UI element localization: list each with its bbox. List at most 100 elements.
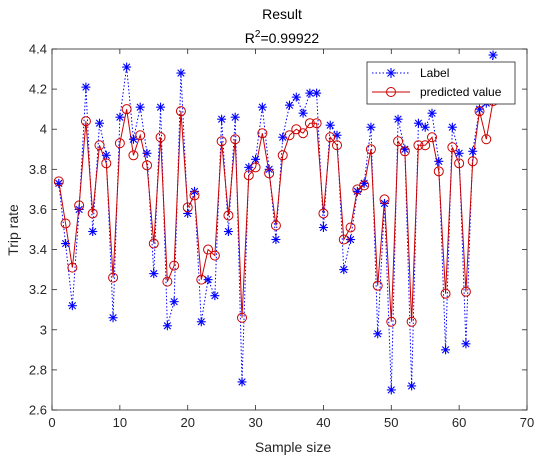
predicted-point	[203, 244, 214, 255]
y-tick-label: 4.2	[29, 82, 47, 97]
predicted-point	[53, 176, 64, 187]
label-point	[67, 301, 77, 311]
predicted-point	[209, 250, 220, 261]
predicted-point	[74, 200, 85, 211]
label-point	[169, 297, 179, 307]
predicted-point	[318, 208, 329, 219]
predicted-point	[393, 136, 404, 147]
label-point	[244, 162, 254, 172]
predicted-point	[230, 134, 241, 145]
x-tick-label: 50	[384, 415, 398, 430]
predicted-point	[223, 210, 234, 221]
label-point	[325, 120, 335, 130]
label-point	[156, 102, 166, 112]
predicted-point	[108, 272, 119, 283]
label-point	[346, 235, 356, 245]
label-point	[162, 321, 172, 331]
predicted-point	[406, 316, 417, 327]
predicted-point	[433, 166, 444, 177]
y-tick-label: 3.6	[29, 202, 47, 217]
y-tick-label: 3.4	[29, 242, 47, 257]
label-point	[251, 154, 261, 164]
predicted-point	[277, 150, 288, 161]
x-tick-label: 0	[48, 415, 55, 430]
predicted-point	[264, 168, 275, 179]
subtitle-value: =0.99922	[260, 30, 319, 46]
y-tick-label: 4.4	[29, 42, 47, 57]
predicted-point	[345, 222, 356, 233]
predicted-point	[162, 276, 173, 287]
label-point	[366, 122, 376, 132]
predicted-point	[135, 130, 146, 141]
predicted-point	[379, 194, 390, 205]
predicted-point	[481, 134, 492, 145]
y-tick-label: 2.8	[29, 362, 47, 377]
label-point	[413, 118, 423, 128]
label-point	[488, 50, 498, 60]
subtitle-prefix: R	[245, 30, 255, 46]
predicted-point	[80, 116, 91, 127]
label-point	[95, 118, 104, 128]
label-point	[54, 178, 64, 188]
predicted-point	[338, 234, 349, 245]
label-point	[427, 108, 437, 118]
predicted-point	[427, 132, 437, 143]
predicted-point	[420, 140, 431, 151]
predicted-point	[169, 260, 180, 271]
predicted-point	[67, 262, 78, 273]
label-point	[142, 148, 152, 158]
y-axis-label: Trip rate	[5, 204, 21, 256]
predicted-point	[386, 316, 397, 327]
label-point	[115, 112, 125, 122]
predicted-point	[196, 274, 207, 285]
x-tick-label: 10	[113, 415, 127, 430]
series-0-line	[58, 54, 494, 390]
y-tick-label: 3	[40, 322, 47, 337]
predicted-point	[216, 136, 227, 147]
label-point	[312, 88, 322, 98]
predicted-point	[474, 106, 485, 117]
label-point	[183, 208, 193, 218]
x-tick-label: 30	[248, 415, 262, 430]
predicted-point	[359, 180, 370, 191]
predicted-point	[60, 218, 71, 229]
label-point	[298, 108, 308, 118]
label-point	[88, 227, 98, 237]
label-point	[203, 275, 213, 285]
predicted-point	[250, 162, 261, 173]
label-point	[237, 377, 247, 387]
label-point	[122, 62, 132, 72]
x-tick-label: 20	[180, 415, 194, 430]
label-point	[454, 148, 464, 158]
predicted-point	[372, 280, 383, 291]
label-point	[373, 329, 383, 339]
predicted-point	[121, 104, 132, 115]
axes: 0 10 20 30 40 50 60 70 2.6 2.8 3 3.2 3.4 3.6 3.8 4 4.2 4.…	[29, 42, 534, 431]
predicted-point	[447, 142, 458, 153]
predicted-point	[467, 156, 478, 167]
predicted-point	[148, 238, 159, 249]
label-point	[285, 100, 294, 110]
label-point	[339, 265, 349, 275]
y-tick-label: 3.8	[29, 162, 47, 177]
axes-box	[51, 48, 528, 411]
predicted-point	[155, 132, 166, 143]
label-point	[434, 156, 444, 166]
predicted-point	[101, 158, 112, 169]
predicted-point	[270, 220, 281, 231]
predicted-point	[311, 118, 322, 129]
label-point	[101, 150, 111, 160]
predicted-point	[298, 128, 309, 139]
label-point	[108, 313, 118, 323]
x-tick-label: 70	[520, 415, 534, 430]
label-point	[441, 345, 451, 355]
label-point	[135, 102, 145, 112]
x-tick-label: 60	[452, 415, 466, 430]
label-point	[128, 134, 138, 144]
predicted-point	[94, 140, 105, 151]
legend: Label predicted value	[366, 61, 516, 105]
label-point	[257, 102, 267, 112]
subtitle-superscript: 2	[255, 29, 261, 40]
label-point	[407, 381, 417, 391]
